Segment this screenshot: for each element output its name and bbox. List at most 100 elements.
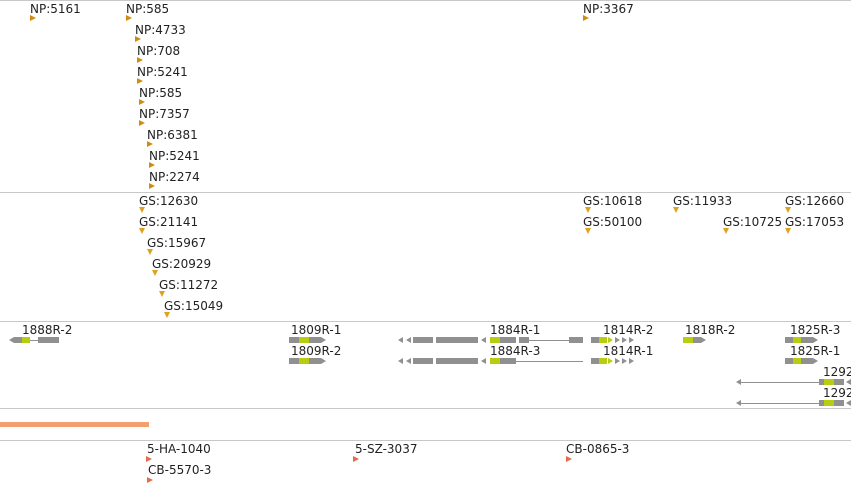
exon <box>801 358 813 364</box>
strand-arrow-icon <box>481 337 486 343</box>
strand-arrow-icon <box>321 358 326 364</box>
region-bar[interactable] <box>0 422 149 427</box>
np-marker-icon <box>137 57 143 63</box>
strand-arrow-icon <box>398 337 403 343</box>
gene-label: 1809R-1 <box>291 323 342 337</box>
np-label: NP:708 <box>137 44 181 58</box>
strand-arrow-icon <box>629 358 634 364</box>
gs-marker-icon <box>585 228 591 234</box>
exon <box>436 358 478 364</box>
exon <box>785 358 793 364</box>
exon <box>309 358 321 364</box>
exon <box>591 337 599 343</box>
strand-arrow-icon <box>406 358 411 364</box>
np-track: NP:5161 NP:585 NP:4733 NP:708 NP:5241 NP… <box>0 0 851 192</box>
gene-label: 1884R-3 <box>490 344 541 358</box>
gs-label: GS:17053 <box>785 215 845 229</box>
strand-arrow-icon <box>481 358 486 364</box>
utr <box>824 379 834 385</box>
utr <box>22 337 30 343</box>
strand-arrow-icon <box>398 358 403 364</box>
exon <box>834 400 844 406</box>
gs-label: GS:12630 <box>139 194 199 208</box>
strand-arrow-icon <box>622 358 627 364</box>
np-label: NP:5161 <box>30 2 81 16</box>
np-label: NP:585 <box>139 86 183 100</box>
exon <box>14 337 22 343</box>
region-track <box>0 408 851 440</box>
strand-arrow-icon <box>736 379 741 385</box>
np-label: NP:5241 <box>149 149 200 163</box>
np-marker-icon <box>149 183 155 189</box>
np-marker-icon <box>139 120 145 126</box>
strand-arrow-icon <box>813 337 818 343</box>
utr <box>599 358 607 364</box>
gs-track: GS:12630 GS:21141 GS:15967 GS:20929 GS:1… <box>0 192 851 321</box>
gs-marker-icon <box>585 207 591 213</box>
strand-arrow-icon <box>813 358 818 364</box>
strand-arrow-icon <box>608 358 613 364</box>
strand-arrow-icon <box>701 337 706 343</box>
exon <box>801 337 813 343</box>
utr <box>490 337 500 343</box>
exon <box>591 358 599 364</box>
utr <box>683 337 693 343</box>
strand-arrow-icon <box>846 379 851 385</box>
np-marker-icon <box>149 162 155 168</box>
gene-label: 1814R-1 <box>603 344 654 358</box>
np-marker-icon <box>30 15 36 21</box>
exon <box>413 337 433 343</box>
strand-arrow-icon <box>9 337 14 343</box>
gene-label: 1825R-1 <box>790 344 841 358</box>
gene-label: 1814R-2 <box>603 323 654 337</box>
gs-label: GS:21141 <box>139 215 199 229</box>
np-label: NP:2274 <box>149 170 200 184</box>
strand-arrow-icon <box>608 337 613 343</box>
exon <box>569 337 583 343</box>
utr <box>299 337 309 343</box>
np-marker-icon <box>135 36 141 42</box>
gs-label: GS:15967 <box>147 236 207 250</box>
exon <box>436 337 478 343</box>
exon <box>38 337 59 343</box>
np-label: NP:585 <box>126 2 170 16</box>
np-marker-icon <box>147 141 153 147</box>
gs-label: GS:50100 <box>583 215 643 229</box>
gs-marker-icon <box>785 228 791 234</box>
np-label: NP:4733 <box>135 23 186 37</box>
gene-label: 1818R-2 <box>685 323 736 337</box>
track-separator <box>0 0 851 1</box>
utr <box>490 358 500 364</box>
strand-arrow-icon <box>846 400 851 406</box>
cb-label: 5-SZ-3037 <box>355 442 418 456</box>
gs-label: GS:11272 <box>159 278 219 292</box>
utr <box>824 400 834 406</box>
exon <box>309 337 321 343</box>
gs-label: GS:10725 <box>723 215 783 229</box>
gs-marker-icon <box>159 291 165 297</box>
gs-marker-icon <box>723 228 729 234</box>
utr <box>793 358 801 364</box>
track-separator <box>0 408 851 409</box>
gs-marker-icon <box>785 207 791 213</box>
cb-track: 5-HA-1040 CB-5570-3 5-SZ-3037 CB-0865-3 <box>0 440 851 486</box>
gs-marker-icon <box>673 207 679 213</box>
cb-marker-icon <box>566 456 572 462</box>
strand-arrow-icon <box>615 337 620 343</box>
np-marker-icon <box>137 78 143 84</box>
exon <box>693 337 701 343</box>
gs-label: GS:11933 <box>673 194 733 208</box>
exon <box>834 379 844 385</box>
gene-track: 1888R-2 1809R-1 1809R-2 1884R-1 <box>0 321 851 408</box>
intron <box>529 340 569 341</box>
intron <box>741 403 819 404</box>
gs-marker-icon <box>147 249 153 255</box>
cb-marker-icon <box>147 477 153 483</box>
np-label: NP:6381 <box>147 128 198 142</box>
strand-arrow-icon <box>406 337 411 343</box>
cb-marker-icon <box>146 456 152 462</box>
exon <box>785 337 793 343</box>
exon <box>819 379 824 385</box>
gs-marker-icon <box>152 270 158 276</box>
gs-label: GS:15049 <box>164 299 224 313</box>
